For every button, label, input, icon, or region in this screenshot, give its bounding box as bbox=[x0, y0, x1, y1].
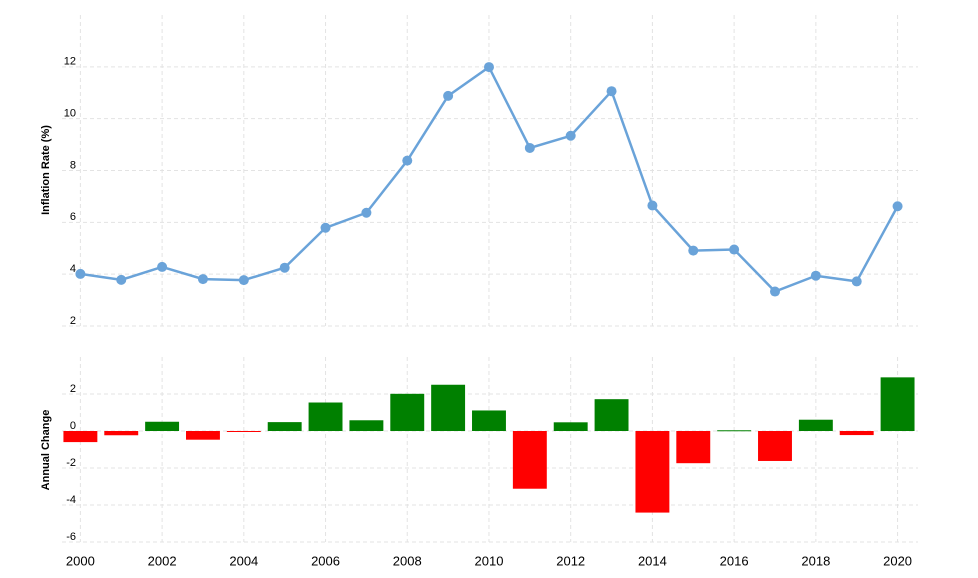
bar bbox=[676, 431, 711, 464]
point bbox=[402, 155, 413, 166]
x-tick-label: 2010 bbox=[475, 553, 504, 568]
bar bbox=[553, 422, 588, 431]
y-tick-label: -6 bbox=[66, 531, 76, 543]
point bbox=[443, 90, 454, 101]
x-tick-label: 2014 bbox=[638, 553, 667, 568]
bar bbox=[472, 410, 506, 431]
y-tick-label: 2 bbox=[70, 315, 76, 327]
y-axis-title: Annual Change bbox=[40, 410, 52, 491]
y-tick-label: 2 bbox=[70, 383, 76, 395]
bar bbox=[226, 431, 261, 432]
y-axis-title: Inflation Rate (%) bbox=[40, 125, 52, 215]
bar bbox=[267, 422, 302, 431]
bar bbox=[104, 431, 139, 436]
point bbox=[279, 262, 290, 273]
x-tick-label: 2002 bbox=[148, 553, 177, 568]
bar bbox=[717, 430, 752, 432]
y-tick-label: -2 bbox=[66, 457, 76, 469]
bar bbox=[594, 399, 629, 431]
point bbox=[729, 244, 740, 255]
bar bbox=[349, 420, 384, 431]
y-tick-label: 12 bbox=[64, 56, 76, 68]
point bbox=[851, 276, 862, 287]
bar bbox=[145, 421, 180, 431]
x-tick-label: 2004 bbox=[229, 553, 258, 568]
y-tick-label: -4 bbox=[66, 494, 76, 506]
x-tick-label: 2020 bbox=[883, 553, 912, 568]
bar bbox=[63, 431, 98, 443]
bar bbox=[308, 402, 343, 431]
point bbox=[157, 261, 168, 272]
point bbox=[688, 245, 699, 256]
x-tick-label: 2016 bbox=[720, 553, 749, 568]
bar bbox=[186, 431, 220, 440]
y-tick-label: 6 bbox=[70, 211, 76, 223]
point bbox=[197, 274, 208, 285]
point bbox=[524, 142, 535, 153]
point bbox=[769, 286, 780, 297]
bar bbox=[880, 377, 915, 431]
bar bbox=[431, 384, 466, 431]
x-tick-label: 2012 bbox=[556, 553, 585, 568]
point bbox=[892, 201, 903, 212]
point bbox=[647, 200, 658, 211]
point bbox=[238, 275, 249, 286]
point bbox=[320, 222, 331, 233]
x-tick-label: 2018 bbox=[801, 553, 830, 568]
x-tick-label: 2008 bbox=[393, 553, 422, 568]
y-tick-label: 4 bbox=[70, 263, 76, 275]
bar bbox=[758, 431, 792, 461]
bar bbox=[798, 419, 833, 431]
y-tick-label: 10 bbox=[64, 108, 76, 120]
point bbox=[483, 62, 494, 73]
point bbox=[565, 130, 576, 141]
bar bbox=[512, 431, 547, 489]
y-tick-label: 0 bbox=[70, 420, 76, 432]
point bbox=[116, 274, 127, 285]
bar bbox=[635, 431, 670, 513]
y-tick-label: 8 bbox=[70, 159, 76, 171]
point bbox=[606, 86, 617, 97]
point bbox=[75, 268, 86, 279]
bar bbox=[390, 393, 425, 431]
x-tick-label: 2006 bbox=[311, 553, 340, 568]
point bbox=[361, 207, 372, 218]
bar bbox=[839, 431, 874, 436]
x-tick-label: 2000 bbox=[66, 553, 95, 568]
point bbox=[810, 270, 821, 281]
